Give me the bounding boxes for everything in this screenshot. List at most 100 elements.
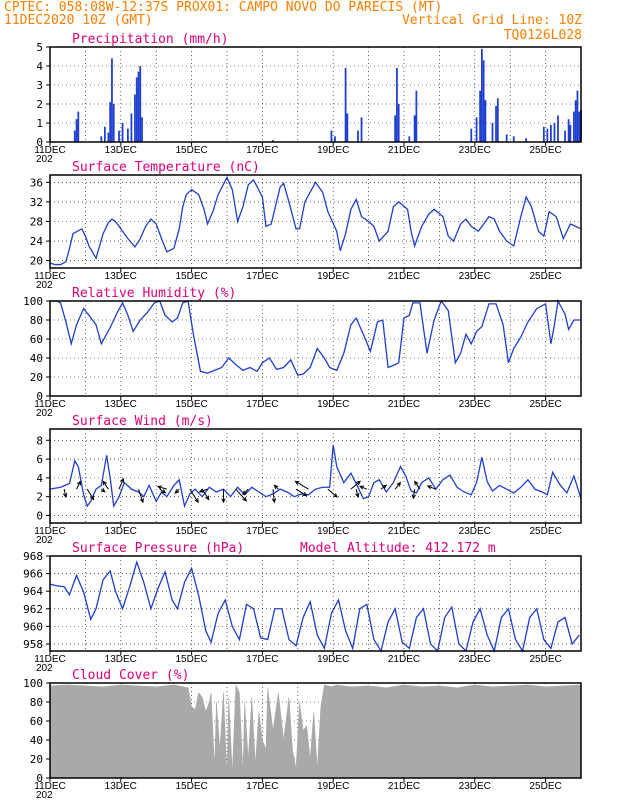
wind-vector: [394, 481, 402, 490]
x-tick-label: 21DEC: [388, 145, 420, 156]
x-year-stub: 202: [36, 154, 53, 165]
wind-vector-head: [294, 480, 300, 485]
x-tick-label: 19DEC: [317, 526, 349, 537]
x-tick-label: 23DEC: [459, 399, 491, 410]
wind-vector: [86, 488, 95, 501]
precip-bar: [475, 117, 478, 142]
wind-vector: [189, 488, 199, 504]
precip-bar: [134, 94, 136, 142]
y-tick-label: 962: [23, 603, 43, 616]
wind-vector: [271, 489, 277, 504]
wind-vector-head: [242, 496, 248, 502]
precip-bar: [130, 113, 133, 142]
wind-vector: [242, 488, 249, 496]
precip-bar: [576, 90, 579, 142]
wind-vector: [327, 488, 338, 498]
temperature-line: [49, 175, 582, 266]
wind-vector-head: [174, 489, 180, 494]
wind-vector: [76, 480, 81, 490]
x-tick-label: 15DEC: [175, 271, 207, 282]
wind-vector-head: [100, 487, 106, 493]
wind-vector-shaft: [76, 481, 81, 490]
x-tick-label: 13DEC: [105, 781, 137, 792]
wind-vector: [359, 485, 368, 490]
precip-bar: [112, 104, 115, 142]
panel-frame: [49, 682, 582, 779]
y-tick-label: 32: [30, 196, 43, 209]
precip-bar: [346, 113, 349, 142]
panel-wind: 0 2 4 6 8 11DEC 13DEC 15DEC 17DEC 19DEC 21DEC 23DEC…: [34, 414, 582, 546]
y-tick-label: 4: [36, 472, 43, 485]
x-tick-label: 21DEC: [388, 781, 420, 792]
y-tick-label: 960: [23, 620, 43, 633]
wind-vector-shaft: [199, 488, 208, 493]
y-tick-label: 968: [23, 550, 43, 563]
x-tick-label: 11DEC: [34, 781, 66, 792]
y-tick-label: 60: [30, 715, 43, 728]
y-tick-label: 8: [36, 434, 43, 447]
x-year-stub: 202: [36, 790, 53, 800]
wind-vector-shaft: [359, 485, 368, 490]
wind-vector-shaft: [235, 488, 247, 502]
precip-bar: [495, 105, 497, 142]
x-tick-label: 19DEC: [317, 399, 349, 410]
precip-bar: [567, 119, 570, 142]
y-tick-label: 20: [30, 753, 43, 766]
panel-title: Cloud Cover (%): [72, 668, 189, 683]
wind-vector-head: [90, 495, 95, 501]
wind-vector-shaft: [412, 489, 416, 499]
y-tick-label: 2: [36, 491, 43, 504]
precip-bar: [75, 119, 78, 142]
y-tick-label: 966: [23, 568, 43, 581]
precip-bar: [413, 115, 416, 142]
wind-vector: [235, 488, 248, 502]
precip-bar: [525, 138, 528, 142]
panel-cloud-cover: 0 20 40 60 80 100 11DEC 13DEC 15DEC 17DEC 19DEC 21D…: [23, 668, 582, 800]
y-tick-label: 1: [36, 117, 43, 130]
precip-bar: [512, 136, 515, 142]
panel-temperature: 20 24 28 32 36 11DEC 13DEC 15DEC 17DEC 19DEC 21DEC…: [30, 160, 582, 291]
x-tick-label: 25DEC: [529, 526, 561, 537]
precip-bar: [73, 130, 76, 142]
x-tick-label: 21DEC: [388, 399, 420, 410]
wind-vector-shaft: [272, 489, 275, 503]
precip-bar: [139, 66, 142, 142]
precip-bar: [397, 104, 400, 142]
wind-vector-head: [359, 485, 365, 490]
precip-bar: [408, 136, 411, 142]
x-tick-label: 23DEC: [459, 781, 491, 792]
x-tick-label: 19DEC: [317, 781, 349, 792]
precip-bar: [360, 117, 363, 142]
precip-bar: [137, 71, 140, 142]
precip-bar: [121, 123, 124, 142]
wind-vector: [138, 488, 144, 504]
y-tick-label: 20: [30, 371, 43, 384]
panel-frame: [49, 555, 582, 652]
wind-vector-shaft: [157, 486, 167, 490]
wind-vector-shaft: [414, 481, 421, 490]
precip-bar: [484, 100, 487, 142]
y-tick-label: 20: [30, 255, 43, 268]
precip-bar: [482, 60, 485, 142]
wind-vector: [118, 477, 125, 490]
y-tick-label: 28: [30, 216, 43, 229]
wind-vector: [426, 485, 437, 490]
y-tick-label: 6: [36, 453, 43, 466]
humidity-line: [50, 298, 581, 376]
y-tick-label: 4: [36, 60, 43, 73]
wind-vector: [62, 489, 68, 499]
x-tick-label: 25DEC: [529, 271, 561, 282]
panel-annotation: Model Altitude: 412.172 m: [300, 541, 496, 556]
wind-vector-head: [221, 498, 226, 504]
wind-vector: [355, 489, 360, 499]
x-year-stub: 202: [36, 280, 53, 291]
panel-title: Surface Temperature (nC): [72, 160, 260, 175]
x-tick-label: 13DEC: [105, 526, 137, 537]
wind-vector: [414, 480, 421, 490]
x-tick-label: 21DEC: [388, 271, 420, 282]
wind-vector-shaft: [138, 488, 144, 503]
wind-vector-shaft: [86, 488, 95, 500]
precip-bar: [574, 100, 577, 142]
wind-vector-head: [355, 492, 360, 499]
